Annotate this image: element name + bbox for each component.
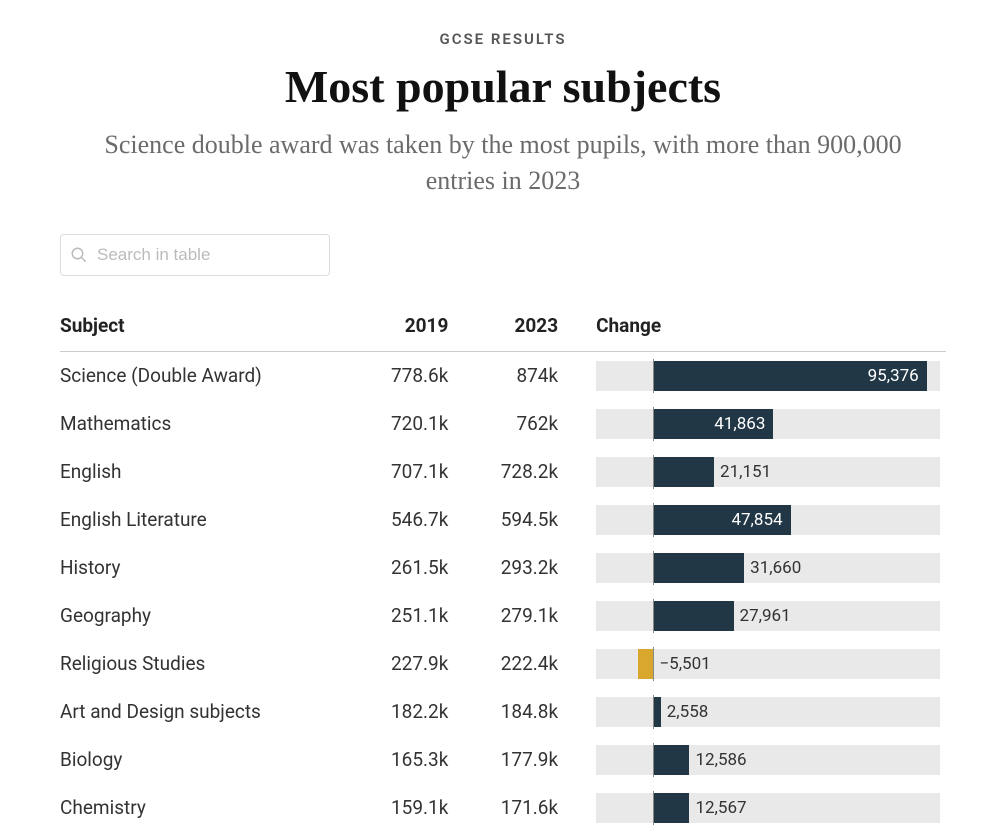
cell-subject: Biology [60, 736, 359, 784]
cell-2019: 720.1k [359, 400, 469, 448]
cell-change: 12,586 [578, 736, 946, 784]
bar-label: 12,567 [689, 798, 746, 818]
table-row: History261.5k293.2k 31,660 [60, 544, 946, 592]
col-change[interactable]: Change [578, 304, 946, 352]
cell-subject: Art and Design subjects [60, 688, 359, 736]
cell-subject: Chemistry [60, 784, 359, 832]
cell-2019: 251.1k [359, 592, 469, 640]
change-bar: −5,501 [596, 649, 940, 679]
bar-label: 27,961 [734, 606, 791, 626]
cell-2019: 546.7k [359, 496, 469, 544]
cell-subject: Science (Double Award) [60, 351, 359, 400]
col-2023[interactable]: 2023 [468, 304, 578, 352]
change-bar: 2,558 [596, 697, 940, 727]
bar-label: 2,558 [661, 702, 709, 722]
change-bar: 12,567 [596, 793, 940, 823]
change-bar: 31,660 [596, 553, 940, 583]
change-bar: 47,854 [596, 505, 940, 535]
cell-change: 47,854 [578, 496, 946, 544]
change-bar: 95,376 [596, 361, 940, 391]
headline: Most popular subjects [60, 60, 946, 113]
bar-positive [653, 793, 689, 823]
table-row: Mathematics720.1k762k 41,863 [60, 400, 946, 448]
table-header-row: Subject 2019 2023 Change [60, 304, 946, 352]
cell-subject: English Literature [60, 496, 359, 544]
cell-2023: 293.2k [468, 544, 578, 592]
search-field-wrap [60, 234, 330, 276]
bar-label: −5,501 [653, 654, 710, 674]
cell-2023: 222.4k [468, 640, 578, 688]
cell-2019: 165.3k [359, 736, 469, 784]
col-subject[interactable]: Subject [60, 304, 359, 352]
table-row: Chemistry159.1k171.6k 12,567 [60, 784, 946, 832]
change-bar: 27,961 [596, 601, 940, 631]
bar-label: 95,376 [868, 366, 927, 386]
cell-change: 2,558 [578, 688, 946, 736]
dek: Science double award was taken by the mo… [60, 127, 946, 200]
table-row: Science (Double Award)778.6k874k 95,376 [60, 351, 946, 400]
zero-line [653, 743, 654, 777]
table-row: English707.1k728.2k 21,151 [60, 448, 946, 496]
zero-line [653, 455, 654, 489]
cell-change: 41,863 [578, 400, 946, 448]
bar-label: 12,586 [689, 750, 746, 770]
cell-change: 31,660 [578, 544, 946, 592]
cell-change: 95,376 [578, 351, 946, 400]
bar-positive [653, 553, 744, 583]
table-row: Geography251.1k279.1k 27,961 [60, 592, 946, 640]
table-row: Biology165.3k177.9k 12,586 [60, 736, 946, 784]
bar-positive [653, 601, 733, 631]
change-bar: 21,151 [596, 457, 940, 487]
bar-positive [653, 697, 660, 727]
cell-2023: 279.1k [468, 592, 578, 640]
cell-2019: 182.2k [359, 688, 469, 736]
bar-label: 21,151 [714, 462, 771, 482]
cell-2023: 762k [468, 400, 578, 448]
cell-change: 27,961 [578, 592, 946, 640]
bar-positive [653, 745, 689, 775]
table-row: Art and Design subjects182.2k184.8k 2,558 [60, 688, 946, 736]
cell-subject: English [60, 448, 359, 496]
cell-2023: 171.6k [468, 784, 578, 832]
zero-line [653, 359, 654, 393]
zero-line [653, 407, 654, 441]
bar-positive [653, 457, 714, 487]
change-bar: 41,863 [596, 409, 940, 439]
search-icon [70, 246, 88, 264]
cell-2019: 227.9k [359, 640, 469, 688]
cell-2019: 778.6k [359, 351, 469, 400]
col-2019[interactable]: 2019 [359, 304, 469, 352]
cell-2019: 707.1k [359, 448, 469, 496]
cell-subject: Religious Studies [60, 640, 359, 688]
cell-2023: 594.5k [468, 496, 578, 544]
cell-2019: 261.5k [359, 544, 469, 592]
cell-change: −5,501 [578, 640, 946, 688]
cell-2023: 874k [468, 351, 578, 400]
subjects-table: Subject 2019 2023 Change Science (Double… [60, 304, 946, 832]
table-row: Religious Studies227.9k222.4k −5,501 [60, 640, 946, 688]
bar-label: 31,660 [744, 558, 801, 578]
change-bar: 12,586 [596, 745, 940, 775]
bar-negative [638, 649, 654, 679]
cell-2023: 728.2k [468, 448, 578, 496]
cell-subject: History [60, 544, 359, 592]
zero-line [653, 599, 654, 633]
zero-line [653, 551, 654, 585]
table-row: English Literature546.7k594.5k 47,854 [60, 496, 946, 544]
cell-2023: 177.9k [468, 736, 578, 784]
zero-line [653, 695, 654, 729]
cell-subject: Geography [60, 592, 359, 640]
zero-line [653, 791, 654, 825]
search-input[interactable] [60, 234, 330, 276]
cell-2023: 184.8k [468, 688, 578, 736]
cell-change: 21,151 [578, 448, 946, 496]
bar-label: 41,863 [714, 414, 773, 434]
cell-subject: Mathematics [60, 400, 359, 448]
cell-2019: 159.1k [359, 784, 469, 832]
bar-label: 47,854 [731, 510, 790, 530]
kicker: GCSE RESULTS [60, 30, 946, 48]
zero-line [653, 503, 654, 537]
cell-change: 12,567 [578, 784, 946, 832]
